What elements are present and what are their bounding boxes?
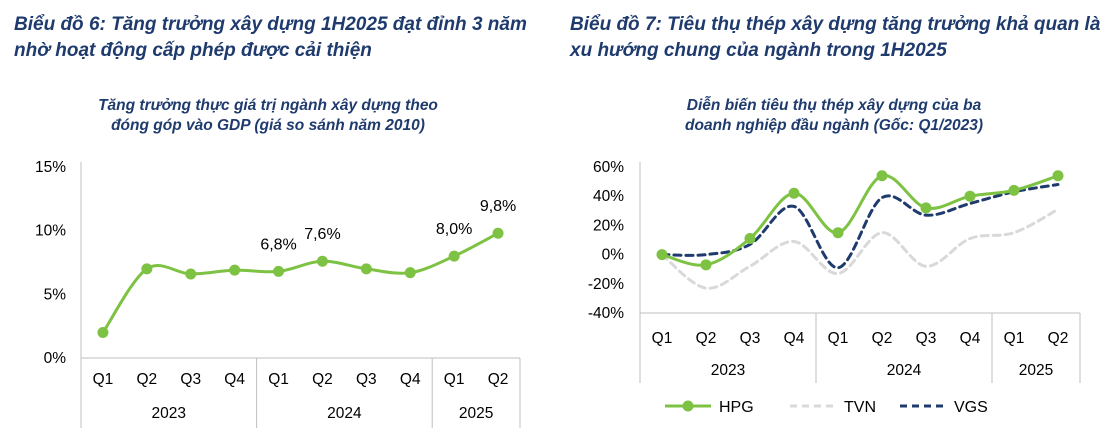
c7-data-point [700, 259, 712, 271]
c7-data-point [832, 227, 844, 239]
c6-data-label: 7,6% [304, 226, 340, 243]
c7-series-line-tvn [660, 207, 1060, 290]
c7-y-tick-label: 60% [593, 159, 624, 176]
c6-year-label: 2025 [459, 405, 493, 422]
c6-chart-title-line: Tăng trưởng thực giá trị ngành xây dựng … [98, 97, 438, 114]
c7-quarter-label: Q4 [784, 330, 805, 347]
c7-y-tick-label: 0% [602, 247, 625, 264]
c7-y-tick-label: 20% [593, 217, 624, 234]
c6-year-label: 2024 [327, 405, 362, 422]
c7-data-point [876, 170, 888, 182]
c6-data-point [492, 227, 504, 239]
c6-data-label: 8,0% [436, 221, 472, 238]
c7-data-point [656, 249, 668, 261]
c7-quarter-label: Q2 [872, 330, 893, 347]
c6-series-line-growth [101, 231, 500, 335]
c7-quarter-label: Q3 [740, 330, 761, 347]
c7-legend-label-tvn: TVN [844, 399, 876, 416]
chart-7-heading: Biểu đồ 7: Tiêu thụ thép xây dựng tăng t… [570, 14, 1101, 61]
c7-quarter-label: Q1 [652, 330, 673, 347]
c7-data-point [788, 187, 800, 199]
c6-quarter-label: Q3 [356, 371, 377, 388]
c7-year-label: 2025 [1019, 362, 1053, 379]
c7-y-tick-label: 40% [593, 188, 624, 205]
c7-legend-label-vgs: VGS [954, 399, 988, 416]
c6-quarter-label: Q2 [137, 371, 158, 388]
c7-chart-title-line: Diễn biến tiêu thụ thép xây dựng của ba [687, 97, 982, 114]
c6-quarter-label: Q4 [400, 371, 421, 388]
c6-quarter-label: Q2 [312, 371, 333, 388]
c7-quarter-label: Q1 [1004, 330, 1025, 347]
c6-quarter-label: Q1 [93, 371, 114, 388]
chart-6-heading: Biểu đồ 6: Tăng trưởng xây dựng 1H2025 đ… [14, 14, 527, 61]
c7-data-point [744, 233, 756, 245]
c7-quarter-label: Q3 [916, 330, 937, 347]
c6-data-point [273, 265, 285, 277]
c6-quarter-label: Q4 [224, 371, 245, 388]
c6-y-tick-label: 10% [35, 223, 66, 240]
c6-quarter-label: Q3 [180, 371, 201, 388]
c7-series-line-hpg [660, 174, 1060, 267]
c7-y-tick-label: -20% [588, 276, 624, 293]
c6-data-point [141, 263, 153, 275]
c6-data-label: 6,8% [260, 236, 296, 253]
c7-year-label: 2024 [887, 362, 922, 379]
c7-legend-marker [682, 400, 694, 412]
c6-data-point [229, 264, 241, 276]
c7-quarter-label: Q1 [828, 330, 849, 347]
c6-data-point [404, 267, 416, 279]
c6-data-point [360, 263, 372, 275]
c6-quarter-label: Q2 [488, 371, 509, 388]
c6-y-tick-label: 0% [44, 350, 67, 367]
c6-year-label: 2023 [152, 405, 186, 422]
c6-chart-title-line: đóng góp vào GDP (giá so sánh năm 2010) [111, 117, 425, 134]
c6-data-point [185, 268, 197, 280]
c6-data-point [448, 250, 460, 262]
c6-y-tick-label: 5% [44, 286, 67, 303]
c7-data-point [964, 190, 976, 202]
c6-quarter-label: Q1 [444, 371, 465, 388]
c7-year-label: 2023 [711, 362, 745, 379]
c7-chart-title-line: doanh nghiệp đầu ngành (Gốc: Q1/2023) [685, 117, 983, 134]
c7-quarter-label: Q2 [696, 330, 717, 347]
c7-data-point [920, 202, 932, 214]
c6-y-tick-label: 15% [35, 159, 66, 176]
c6-data-label: 9,8% [480, 198, 516, 215]
c7-y-tick-label: -40% [588, 305, 624, 322]
c7-data-point [1052, 170, 1064, 182]
c6-data-point [316, 255, 328, 267]
c7-quarter-label: Q4 [960, 330, 981, 347]
c7-quarter-label: Q2 [1048, 330, 1069, 347]
c7-data-point [1008, 184, 1020, 196]
c6-quarter-label: Q1 [268, 371, 289, 388]
c6-data-point [97, 327, 109, 339]
c7-legend-label-hpg: HPG [719, 399, 754, 416]
